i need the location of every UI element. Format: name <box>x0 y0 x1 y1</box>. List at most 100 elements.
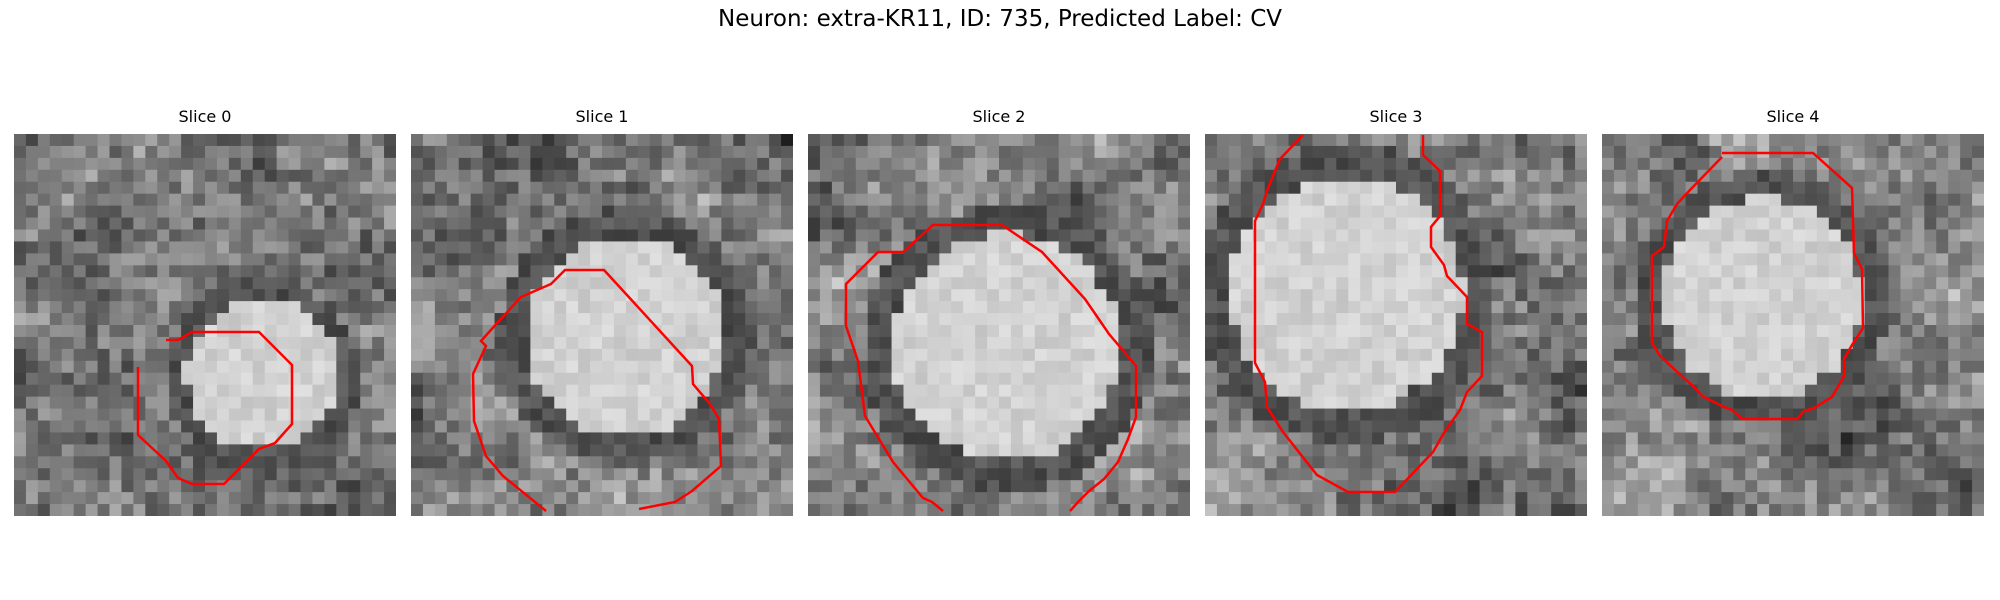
pixel <box>446 456 460 469</box>
pixel <box>1876 348 1890 362</box>
pixel <box>1324 301 1337 314</box>
pixel <box>240 277 254 290</box>
pixel <box>1178 420 1190 434</box>
pixel <box>1924 396 1937 410</box>
pixel <box>1685 241 1699 254</box>
pixel <box>1828 289 1842 302</box>
pixel <box>554 145 567 159</box>
pixel <box>49 181 63 195</box>
pixel <box>891 217 905 231</box>
pixel <box>855 301 869 314</box>
pixel <box>1840 145 1854 159</box>
pixel <box>422 468 436 481</box>
pixel <box>903 253 917 266</box>
pixel <box>1455 169 1469 183</box>
pixel <box>745 396 758 410</box>
pixel <box>1276 325 1290 338</box>
pixel <box>1551 265 1564 278</box>
pixel <box>1673 229 1687 243</box>
pixel <box>987 313 1000 326</box>
pixel <box>1852 384 1866 398</box>
pixel <box>97 265 111 278</box>
pixel <box>506 289 520 302</box>
pixel <box>61 420 75 434</box>
pixel <box>697 325 711 338</box>
pixel <box>1936 360 1949 374</box>
pixel <box>769 253 782 266</box>
pixel <box>1613 205 1627 219</box>
pixel <box>1130 444 1143 457</box>
pixel <box>1602 241 1615 254</box>
pixel <box>348 396 361 410</box>
pixel <box>1709 384 1722 398</box>
pixel <box>769 313 782 326</box>
pixel <box>721 157 734 171</box>
pixel <box>216 134 230 147</box>
pixel <box>1793 205 1806 219</box>
pixel <box>264 480 278 493</box>
pixel <box>1022 348 1036 362</box>
pixel <box>1685 432 1699 445</box>
pixel <box>1602 217 1615 231</box>
pixel <box>1539 277 1552 290</box>
pixel <box>1130 145 1143 159</box>
pixel <box>891 181 905 195</box>
pixel <box>1625 384 1639 398</box>
pixel <box>1360 265 1373 278</box>
pixel <box>264 217 278 231</box>
pixel <box>578 420 591 434</box>
pixel <box>1166 229 1179 243</box>
pixel <box>300 444 314 457</box>
pixel <box>1407 396 1421 410</box>
pixel <box>530 336 543 350</box>
pixel <box>1769 432 1782 445</box>
pixel <box>1106 301 1119 314</box>
pixel <box>1154 480 1167 493</box>
pixel <box>1372 492 1385 505</box>
pixel <box>625 396 639 410</box>
pixel <box>808 253 821 266</box>
pixel <box>1431 420 1445 434</box>
pixel <box>1876 134 1890 147</box>
pixel <box>1288 181 1302 195</box>
pixel <box>1721 444 1734 457</box>
pixel <box>1094 444 1108 457</box>
pixel <box>1637 169 1651 183</box>
pixel <box>252 181 266 195</box>
pixel <box>216 169 230 183</box>
pixel <box>1455 253 1469 266</box>
pixel <box>733 181 746 195</box>
pixel <box>999 253 1012 266</box>
pixel <box>205 492 218 505</box>
pixel <box>1324 217 1337 231</box>
pixel <box>384 325 396 338</box>
pixel <box>975 193 988 207</box>
pixel <box>1840 420 1854 434</box>
pixel <box>1661 313 1675 326</box>
pixel <box>602 217 615 231</box>
pixel <box>360 420 373 434</box>
pixel <box>1551 253 1564 266</box>
pixel <box>649 325 663 338</box>
pixel <box>1142 229 1155 243</box>
pixel <box>85 134 99 147</box>
pixel <box>1539 241 1552 254</box>
pixel <box>745 468 758 481</box>
pixel <box>1205 456 1218 469</box>
pixel <box>1900 277 1913 290</box>
pixel <box>721 325 734 338</box>
pixel <box>1637 336 1651 350</box>
pixel <box>1166 181 1179 195</box>
pixel <box>1455 193 1469 207</box>
pixel <box>999 205 1012 219</box>
pixel <box>1912 384 1925 398</box>
pixel <box>1276 480 1290 493</box>
pixel <box>1216 157 1230 171</box>
pixel <box>1697 456 1711 469</box>
pixel <box>1864 336 1878 350</box>
pixel <box>336 313 349 326</box>
pixel <box>1697 336 1711 350</box>
pixel <box>422 169 436 183</box>
pixel <box>216 360 230 374</box>
pixel <box>518 408 531 422</box>
